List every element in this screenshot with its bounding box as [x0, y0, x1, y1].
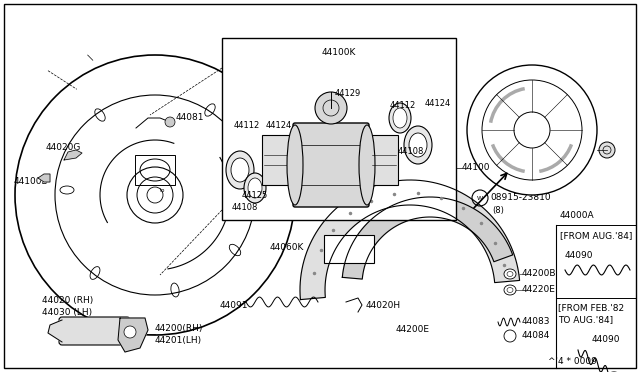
Circle shape	[147, 187, 163, 203]
Text: 44000A: 44000A	[560, 211, 595, 219]
Ellipse shape	[404, 126, 432, 164]
Ellipse shape	[244, 173, 266, 203]
Text: 44020H: 44020H	[366, 301, 401, 310]
Text: 44100B: 44100B	[14, 177, 49, 186]
Text: 44112: 44112	[234, 121, 260, 130]
Circle shape	[15, 55, 295, 335]
Ellipse shape	[409, 133, 427, 157]
Text: 44030 (LH): 44030 (LH)	[42, 308, 92, 317]
Text: 44090: 44090	[592, 336, 621, 344]
Text: 44100K: 44100K	[322, 48, 356, 57]
Ellipse shape	[248, 178, 262, 198]
Ellipse shape	[504, 285, 516, 295]
Text: 44201(LH): 44201(LH)	[155, 336, 202, 344]
Text: 44124: 44124	[266, 121, 292, 130]
FancyBboxPatch shape	[293, 123, 369, 207]
Circle shape	[165, 117, 175, 127]
Bar	[262, 135, 292, 185]
Bar	[222, 38, 456, 220]
Text: 44200(RH): 44200(RH)	[155, 324, 204, 333]
Text: 44220E: 44220E	[522, 285, 556, 295]
Text: 44124: 44124	[425, 99, 451, 108]
Text: (8): (8)	[492, 205, 504, 215]
Text: 44091: 44091	[220, 301, 248, 310]
Text: 44020 (RH): 44020 (RH)	[42, 295, 93, 305]
Circle shape	[504, 330, 516, 342]
Text: ^'4 * 0009: ^'4 * 0009	[548, 357, 597, 366]
Polygon shape	[64, 150, 82, 160]
Text: TO AUG.'84]: TO AUG.'84]	[558, 315, 613, 324]
Ellipse shape	[287, 125, 303, 205]
Ellipse shape	[359, 125, 375, 205]
Circle shape	[124, 326, 136, 338]
Text: 44010(LH): 44010(LH)	[544, 118, 591, 126]
Text: 44020G: 44020G	[46, 144, 81, 153]
Text: 44081: 44081	[176, 113, 205, 122]
Text: [FROM FEB.'82: [FROM FEB.'82	[558, 304, 624, 312]
Polygon shape	[118, 318, 148, 352]
Bar	[324, 235, 374, 263]
Ellipse shape	[389, 103, 411, 133]
Ellipse shape	[226, 151, 254, 189]
Text: 08915-23810: 08915-23810	[490, 193, 550, 202]
Text: 44200E: 44200E	[396, 326, 430, 334]
Polygon shape	[48, 320, 62, 342]
Text: 44125: 44125	[242, 191, 268, 200]
Bar	[135, 155, 175, 185]
Ellipse shape	[393, 108, 407, 128]
Text: [FROM AUG.'84]: [FROM AUG.'84]	[560, 231, 632, 241]
Text: 44084: 44084	[522, 331, 550, 340]
FancyBboxPatch shape	[59, 317, 130, 345]
Text: 44060K: 44060K	[270, 244, 305, 253]
Text: 44100: 44100	[462, 164, 490, 173]
Text: 44108: 44108	[232, 203, 259, 212]
Polygon shape	[342, 197, 513, 279]
Text: 44083: 44083	[522, 317, 550, 327]
Circle shape	[467, 65, 597, 195]
Circle shape	[315, 92, 347, 124]
Text: to: to	[160, 187, 166, 192]
Text: 44000(RH): 44000(RH)	[544, 106, 593, 115]
Text: 44112: 44112	[390, 101, 416, 110]
Text: 44200B: 44200B	[522, 269, 557, 279]
Text: 44090: 44090	[565, 250, 593, 260]
Ellipse shape	[504, 269, 516, 279]
Text: 44108: 44108	[398, 148, 424, 157]
Text: 44129: 44129	[335, 89, 361, 98]
Circle shape	[599, 142, 615, 158]
Text: W: W	[477, 196, 483, 201]
Ellipse shape	[231, 158, 249, 182]
Polygon shape	[300, 180, 520, 299]
Bar	[370, 135, 398, 185]
Polygon shape	[38, 174, 50, 182]
